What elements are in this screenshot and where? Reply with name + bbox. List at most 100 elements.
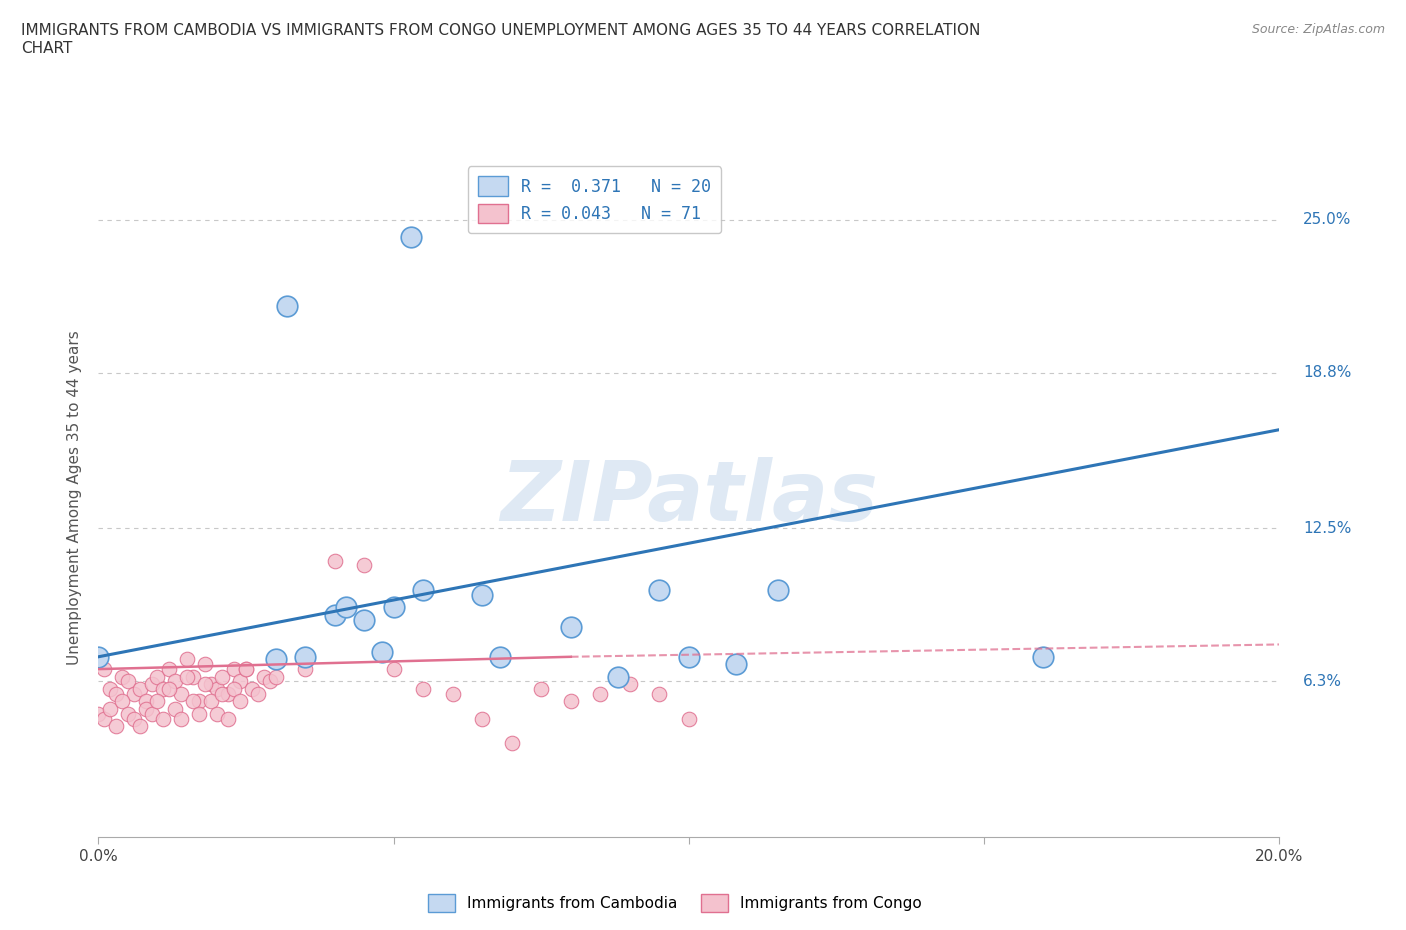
Point (382, 661, 405, 676)
Point (105, 719, 128, 734)
Point (98, 701, 121, 716)
Point (141, 676, 163, 691)
Point (229, 674, 252, 689)
Point (589, 686, 612, 701)
Point (181, 669, 204, 684)
Point (501, 736, 523, 751)
Legend: Immigrants from Cambodia, Immigrants from Congo: Immigrants from Cambodia, Immigrants fro… (422, 888, 928, 918)
Point (165, 701, 187, 716)
Point (323, 553, 346, 568)
Point (648, 583, 671, 598)
Point (441, 686, 464, 701)
Point (205, 682, 228, 697)
Point (187, 694, 209, 709)
Point (264, 652, 287, 667)
Point (253, 669, 276, 684)
Point (105, 686, 128, 701)
Point (294, 661, 316, 676)
Point (211, 686, 233, 701)
Point (725, 657, 748, 671)
Point (111, 669, 134, 684)
Point (128, 682, 150, 697)
Point (217, 686, 239, 701)
Point (165, 674, 187, 689)
Point (87, 649, 110, 664)
Point (194, 676, 217, 691)
Point (170, 711, 193, 726)
Point (401, 230, 423, 245)
Y-axis label: Unemployment Among Ages 35 to 44 years: Unemployment Among Ages 35 to 44 years (67, 330, 83, 665)
Point (181, 694, 204, 709)
Point (135, 701, 157, 716)
Text: Source: ZipAtlas.com: Source: ZipAtlas.com (1251, 23, 1385, 36)
Point (117, 706, 139, 721)
Point (194, 657, 217, 671)
Point (412, 682, 434, 697)
Point (146, 694, 169, 709)
Point (371, 644, 394, 659)
Point (678, 649, 700, 664)
Point (259, 674, 281, 689)
Point (224, 661, 246, 676)
Text: 25.0%: 25.0% (1303, 212, 1351, 227)
Point (1032, 649, 1054, 664)
Point (117, 674, 139, 689)
Point (157, 682, 180, 697)
Point (122, 711, 145, 726)
Point (87, 706, 110, 721)
Point (323, 607, 346, 622)
Point (471, 711, 494, 726)
Point (471, 588, 494, 603)
Point (205, 706, 228, 721)
Point (211, 669, 233, 684)
Point (294, 649, 316, 664)
Point (353, 558, 375, 573)
Point (200, 694, 222, 709)
Text: IMMIGRANTS FROM CAMBODIA VS IMMIGRANTS FROM CONGO UNEMPLOYMENT AMONG AGES 35 TO : IMMIGRANTS FROM CAMBODIA VS IMMIGRANTS F… (21, 23, 980, 56)
Point (152, 682, 174, 697)
Point (176, 652, 198, 667)
Point (489, 649, 512, 664)
Point (766, 583, 789, 598)
Point (93, 711, 115, 726)
Point (619, 676, 641, 691)
Point (152, 711, 174, 726)
Point (93, 661, 115, 676)
Point (87, 652, 110, 667)
Point (382, 600, 405, 615)
Point (229, 694, 252, 709)
Point (135, 694, 157, 709)
Point (146, 669, 169, 684)
Point (200, 676, 222, 691)
Point (560, 694, 582, 709)
Point (187, 706, 209, 721)
Point (141, 706, 163, 721)
Point (530, 682, 553, 697)
Point (276, 299, 298, 313)
Point (235, 661, 257, 676)
Point (246, 686, 269, 701)
Point (235, 661, 257, 676)
Point (678, 711, 700, 726)
Point (98, 682, 121, 697)
Point (560, 619, 582, 634)
Legend: R =  0.371   N = 20, R = 0.043   N = 71: R = 0.371 N = 20, R = 0.043 N = 71 (468, 166, 721, 233)
Point (224, 682, 246, 697)
Point (157, 661, 180, 676)
Point (111, 694, 134, 709)
Point (353, 612, 375, 627)
Point (176, 669, 198, 684)
Point (170, 686, 193, 701)
Point (122, 686, 145, 701)
Point (217, 711, 239, 726)
Text: ZIPatlas: ZIPatlas (501, 457, 877, 538)
Point (240, 682, 263, 697)
Point (128, 719, 150, 734)
Point (412, 583, 434, 598)
Point (648, 686, 671, 701)
Point (335, 600, 357, 615)
Point (264, 669, 287, 684)
Text: 12.5%: 12.5% (1303, 521, 1351, 536)
Text: 18.8%: 18.8% (1303, 365, 1351, 380)
Point (607, 669, 630, 684)
